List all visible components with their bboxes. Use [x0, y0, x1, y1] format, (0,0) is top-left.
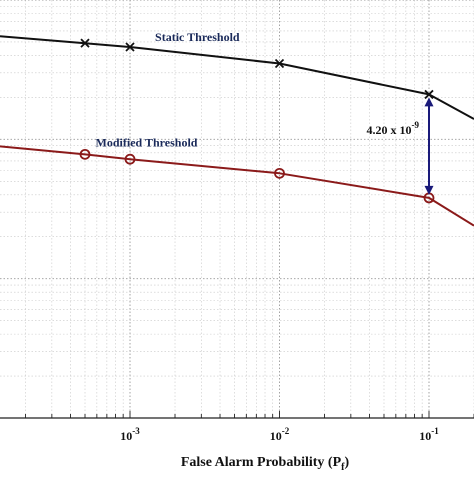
x-marker — [125, 42, 135, 52]
circle-marker — [79, 148, 91, 160]
x-tick-label: 10-2 — [270, 426, 290, 443]
x-axis-label: False Alarm Probability (Pf) — [181, 455, 350, 473]
measurement-label: 4.20 x 10-9 — [366, 120, 419, 137]
circle-marker — [124, 153, 136, 165]
marker-layer — [79, 38, 435, 204]
circle-marker — [274, 167, 285, 179]
measurement-arrowhead-bottom — [424, 185, 434, 195]
series-line-1 — [0, 145, 474, 227]
measurement-arrowhead-top — [424, 97, 434, 107]
x-marker — [274, 58, 285, 69]
x-marker — [80, 38, 90, 48]
x-marker — [424, 89, 434, 100]
annotation-layer: Static Threshold Modified Threshold 4.20 x… — [96, 30, 434, 195]
x-marker-stroke — [274, 58, 285, 69]
grid — [0, 0, 474, 419]
x-tick-labels: 10-3 10-2 10-1 — [120, 426, 439, 443]
series-layer — [0, 35, 474, 227]
x-marker-stroke — [125, 42, 135, 52]
plot-frame — [0, 411, 474, 419]
x-tick-label: 10-1 — [419, 426, 439, 443]
x-marker-stroke — [80, 38, 90, 48]
x-marker-stroke — [424, 89, 434, 100]
x-tick-label: 10-3 — [120, 426, 140, 443]
series-annotation-1: Modified Threshold — [96, 136, 198, 150]
series-annotation-0: Static Threshold — [155, 30, 240, 44]
series-line-0 — [0, 35, 474, 120]
